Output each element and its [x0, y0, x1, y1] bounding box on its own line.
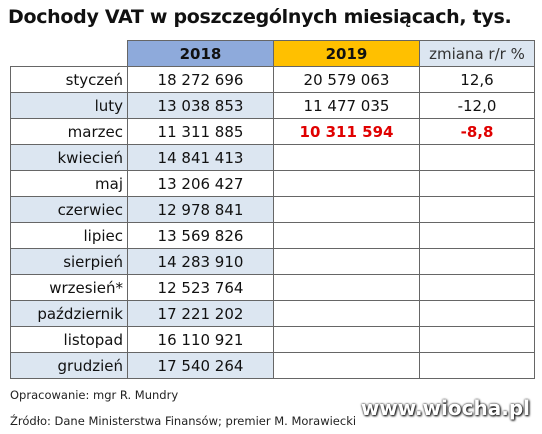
table-row: sierpień 14 283 910	[10, 248, 535, 275]
value-cell: 16 110 921	[127, 326, 274, 353]
table-row: październik 17 221 202	[10, 300, 535, 327]
value-cell	[419, 144, 535, 171]
month-cell: lipiec	[10, 222, 128, 249]
value-cell: 13 206 427	[127, 170, 274, 197]
corner-cell	[10, 40, 128, 67]
value-cell: 14 283 910	[127, 248, 274, 275]
column-header: 2018	[127, 40, 274, 67]
value-cell	[273, 274, 420, 301]
value-cell	[273, 326, 420, 353]
table-row: marzec 11 311 885 10 311 594 -8,8	[10, 118, 535, 145]
table-row: wrzesień* 12 523 764	[10, 274, 535, 301]
month-cell: grudzień	[10, 352, 128, 379]
value-cell	[419, 222, 535, 249]
value-cell: 17 221 202	[127, 300, 274, 327]
month-cell: październik	[10, 300, 128, 327]
table-row: kwiecień 14 841 413	[10, 144, 535, 171]
value-cell	[273, 170, 420, 197]
header-row: 2018 2019 zmiana r/r %	[10, 40, 535, 67]
value-cell	[419, 300, 535, 327]
month-cell: kwiecień	[10, 144, 128, 171]
table-row: czerwiec 12 978 841	[10, 196, 535, 223]
value-cell	[273, 196, 420, 223]
value-cell	[419, 196, 535, 223]
table-row: listopad 16 110 921	[10, 326, 535, 353]
table-row: luty 13 038 853 11 477 035 -12,0	[10, 92, 535, 119]
table-row: styczeń 18 272 696 20 579 063 12,6	[10, 66, 535, 93]
value-cell	[273, 352, 420, 379]
value-cell	[273, 248, 420, 275]
footer-author: Opracowanie: mgr R. Mundry	[10, 388, 179, 402]
value-cell	[419, 170, 535, 197]
table-row: maj 13 206 427	[10, 170, 535, 197]
month-cell: sierpień	[10, 248, 128, 275]
month-cell: styczeń	[10, 66, 128, 93]
value-cell: 11 311 885	[127, 118, 274, 145]
footer-source: Źródło: Dane Ministerstwa Finansów; prem…	[10, 414, 357, 428]
table-row: grudzień 17 540 264	[10, 352, 535, 379]
value-cell	[419, 248, 535, 275]
value-cell: 12 523 764	[127, 274, 274, 301]
value-cell: -8,8	[419, 118, 535, 145]
value-cell: 12,6	[419, 66, 535, 93]
column-header: zmiana r/r %	[419, 40, 535, 67]
title: Dochody VAT w poszczególnych miesiącach,…	[8, 6, 512, 28]
value-cell: 12 978 841	[127, 196, 274, 223]
value-cell: 13 038 853	[127, 92, 274, 119]
month-cell: maj	[10, 170, 128, 197]
value-cell: 18 272 696	[127, 66, 274, 93]
month-cell: listopad	[10, 326, 128, 353]
value-cell: 17 540 264	[127, 352, 274, 379]
value-cell	[273, 222, 420, 249]
table-body: styczeń 18 272 696 20 579 063 12,6 luty 13 03…	[10, 66, 535, 379]
value-cell	[419, 326, 535, 353]
month-cell: wrzesień*	[10, 274, 128, 301]
value-cell: 13 569 826	[127, 222, 274, 249]
value-cell	[273, 300, 420, 327]
month-cell: luty	[10, 92, 128, 119]
value-cell: 14 841 413	[127, 144, 274, 171]
month-cell: marzec	[10, 118, 128, 145]
value-cell: 20 579 063	[273, 66, 420, 93]
value-cell: -12,0	[419, 92, 535, 119]
value-cell: 10 311 594	[273, 118, 420, 145]
column-header: 2019	[273, 40, 420, 67]
table-row: lipiec 13 569 826	[10, 222, 535, 249]
value-cell	[419, 274, 535, 301]
vat-table: 2018 2019 zmiana r/r % styczeń 18 272 696 20…	[10, 40, 535, 379]
value-cell	[273, 144, 420, 171]
value-cell	[419, 352, 535, 379]
month-cell: czerwiec	[10, 196, 128, 223]
watermark: www.wiocha.pl	[360, 396, 530, 420]
value-cell: 11 477 035	[273, 92, 420, 119]
